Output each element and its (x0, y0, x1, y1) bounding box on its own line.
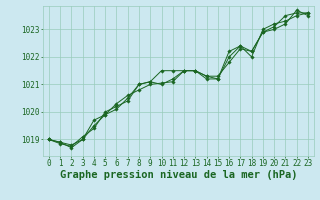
X-axis label: Graphe pression niveau de la mer (hPa): Graphe pression niveau de la mer (hPa) (60, 170, 297, 180)
